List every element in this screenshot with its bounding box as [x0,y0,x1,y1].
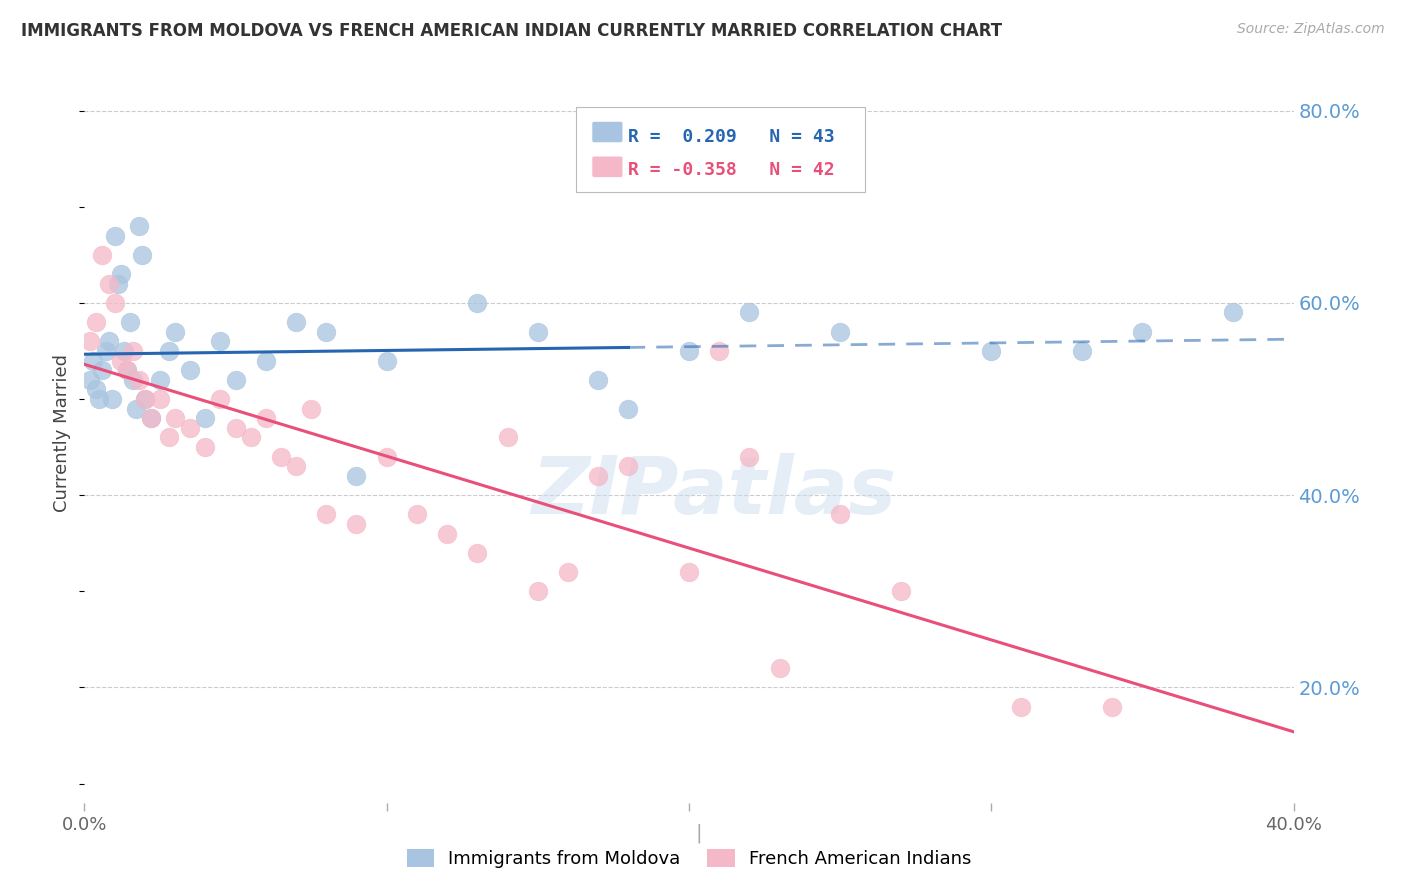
Y-axis label: Currently Married: Currently Married [53,353,72,512]
Point [100,392,122,406]
Point [678,565,700,579]
Point [134,392,156,406]
Point [165,411,187,425]
Point [375,450,398,464]
Point [194,440,217,454]
Point [165,325,187,339]
Point [149,373,172,387]
Point [678,343,700,358]
Point [1130,325,1153,339]
Point [588,469,610,483]
Point [225,373,247,387]
Point [467,546,489,560]
Point [225,421,247,435]
Point [97,277,120,291]
Legend: Immigrants from Moldova, French American Indians: Immigrants from Moldova, French American… [399,841,979,875]
Point [89,392,111,406]
Text: R =  0.209   N = 43: R = 0.209 N = 43 [628,128,835,145]
Point [94,343,117,358]
Point [157,430,180,444]
Point [139,411,162,425]
Point [125,401,148,416]
Point [91,248,114,262]
Point [738,305,761,319]
Point [315,508,337,522]
Point [406,508,429,522]
Point [107,277,129,291]
Point [134,392,156,406]
Point [285,315,308,329]
Point [139,411,162,425]
Point [315,325,337,339]
Point [254,411,277,425]
Point [128,373,150,387]
Point [121,373,143,387]
Point [104,295,127,310]
Point [830,508,852,522]
Point [115,363,138,377]
Text: R = -0.358   N = 42: R = -0.358 N = 42 [628,161,835,178]
Point [375,353,398,368]
Point [617,401,640,416]
Point [128,219,150,233]
Text: Source: ZipAtlas.com: Source: ZipAtlas.com [1237,22,1385,37]
Point [496,430,519,444]
Text: IMMIGRANTS FROM MOLDOVA VS FRENCH AMERICAN INDIAN CURRENTLY MARRIED CORRELATION : IMMIGRANTS FROM MOLDOVA VS FRENCH AMERIC… [21,22,1002,40]
Point [709,343,731,358]
Point [179,421,201,435]
Point [118,315,141,329]
Point [121,343,143,358]
Point [738,450,761,464]
Point [1101,699,1123,714]
Point [1071,343,1094,358]
Point [110,353,132,368]
Point [617,459,640,474]
Point [527,325,550,339]
Point [830,325,852,339]
Text: |: | [696,823,702,843]
Point [436,526,458,541]
Point [97,334,120,349]
Point [82,353,104,368]
Point [149,392,172,406]
Point [527,584,550,599]
Point [557,565,579,579]
Point [769,661,792,675]
Point [157,343,180,358]
Point [104,228,127,243]
Point [112,343,135,358]
Point [209,334,232,349]
Point [890,584,912,599]
Point [86,382,108,396]
Point [346,516,368,531]
Point [270,450,292,464]
Point [299,401,322,416]
Point [285,459,308,474]
Point [91,363,114,377]
Point [110,267,132,281]
Point [588,373,610,387]
Point [209,392,232,406]
Text: ZIPatlas: ZIPatlas [530,453,896,531]
Point [115,363,138,377]
Point [194,411,217,425]
Point [86,315,108,329]
Point [254,353,277,368]
Point [1222,305,1244,319]
Point [239,430,262,444]
Point [467,295,489,310]
Point [79,334,101,349]
Point [79,373,101,387]
Point [1011,699,1033,714]
Point [179,363,201,377]
Point [131,248,153,262]
Point [980,343,1002,358]
Point [346,469,368,483]
